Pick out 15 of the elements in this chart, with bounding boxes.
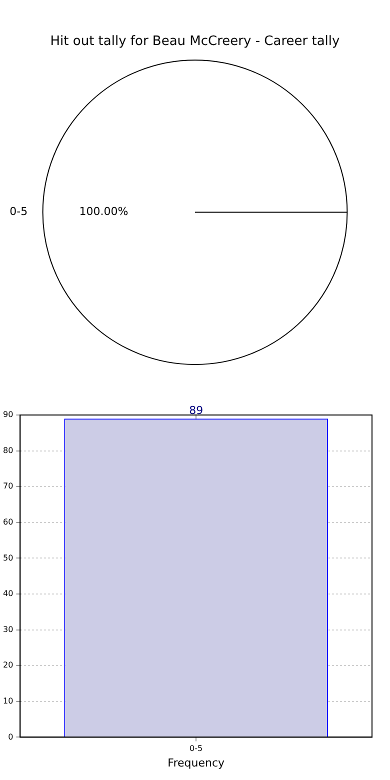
x-axis-title: Frequency <box>168 756 225 770</box>
data-label: 89 <box>189 404 204 417</box>
y-tick-label: 10 <box>2 696 14 706</box>
y-tick-label: 80 <box>2 446 14 455</box>
y-tick-label: 30 <box>2 624 14 634</box>
chart-title: Hit out tally for Beau McCreery - Career tally <box>50 34 340 50</box>
y-tick-label: 70 <box>2 482 14 491</box>
y-tick-label: 0 <box>8 732 14 742</box>
y-tick-label: 90 <box>2 410 14 420</box>
y-tick-label: 40 <box>2 589 14 598</box>
y-tick-label: 50 <box>2 553 14 562</box>
y-tick-label: 20 <box>2 660 14 670</box>
y-tick-label: 60 <box>2 517 14 526</box>
data-label: 100.00% <box>79 205 128 218</box>
slice-label: 0-5 <box>10 205 28 218</box>
